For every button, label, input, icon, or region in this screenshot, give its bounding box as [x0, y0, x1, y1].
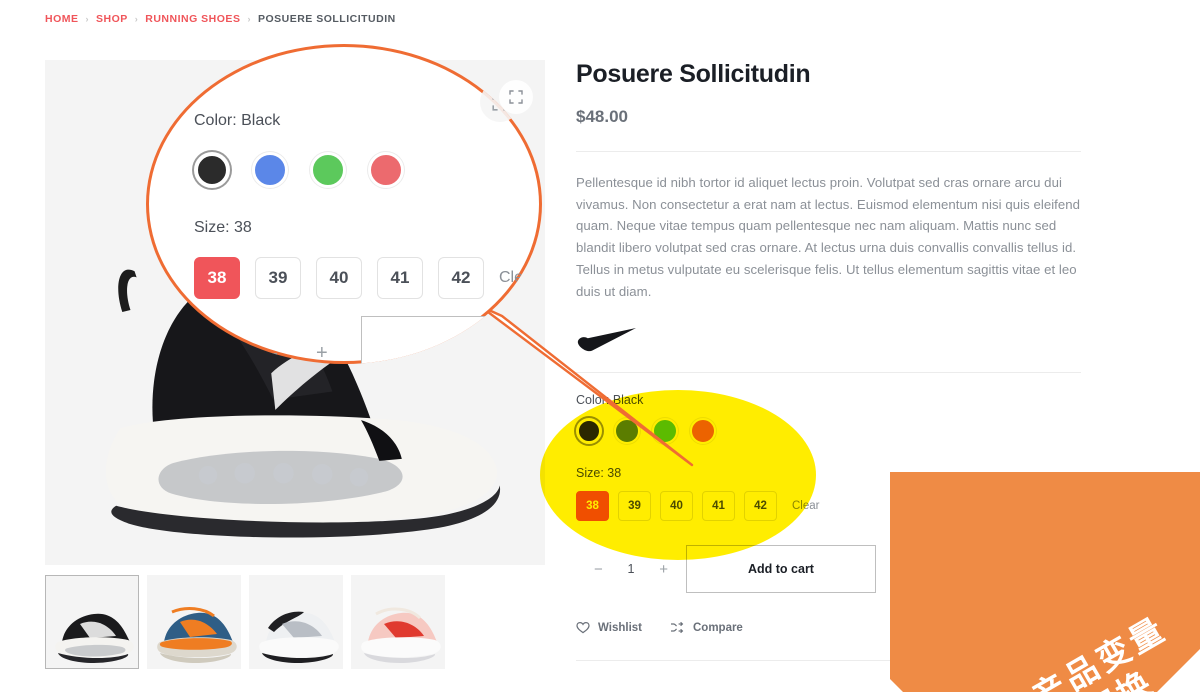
main-product-image[interactable] [45, 60, 545, 565]
add-to-cart-button[interactable]: Add to cart [686, 545, 876, 594]
quantity-increase-button[interactable]: + [659, 560, 668, 578]
thumbnail-strip [45, 575, 545, 669]
breadcrumb-separator-icon: › [85, 14, 89, 24]
thumbnail-white-grey-sneaker[interactable] [249, 575, 343, 669]
color-dot [614, 418, 640, 445]
brand-logo [576, 324, 1081, 358]
breadcrumb-item-running-shoes[interactable]: RUNNING SHOES [145, 13, 241, 25]
color-swatch-blue[interactable] [614, 418, 640, 445]
color-swatch-red[interactable] [690, 418, 716, 445]
expand-icon[interactable] [499, 80, 533, 114]
compare-label: Compare [692, 621, 743, 634]
page-title: Posuere Sollicitudin [576, 60, 811, 88]
breadcrumb-item-shop[interactable]: SHOP [96, 13, 128, 25]
product-gallery [45, 60, 545, 669]
color-swatches [576, 418, 1081, 445]
shuffle-icon [670, 622, 684, 634]
product-price: $48.00 [576, 106, 628, 126]
quantity-value[interactable]: 1 [627, 562, 635, 577]
breadcrumb-separator-icon: › [134, 14, 139, 24]
cart-row: − 1 + Add to cart [576, 545, 1081, 594]
divider [576, 372, 1081, 374]
color-dot [652, 418, 678, 445]
nike-swoosh-icon [577, 328, 636, 352]
breadcrumb-item-current: POSUERE SOLLICITUDIN [257, 13, 396, 25]
quantity-stepper[interactable]: − 1 + [576, 562, 686, 577]
breadcrumb-item-home[interactable]: HOME [45, 13, 79, 25]
product-meta-actions: Wishlist Compare [576, 621, 1081, 634]
breadcrumb-separator-icon: › [247, 14, 251, 24]
thumbnail-black-sneaker[interactable] [45, 575, 139, 669]
color-dot [690, 418, 716, 445]
compare-button[interactable]: Compare [670, 621, 743, 634]
quantity-decrease-button[interactable]: − [594, 560, 603, 578]
color-dot [576, 418, 602, 445]
size-button-39[interactable]: 39 [618, 491, 651, 522]
clear-selection-link[interactable]: Clear [792, 500, 820, 513]
color-swatch-black[interactable] [576, 418, 602, 445]
size-variation: Size: 38 38 39 40 41 42 Clear [576, 466, 1081, 522]
main-shoe-illustration [45, 60, 545, 565]
size-label: Size: 38 [576, 466, 622, 481]
wishlist-label: Wishlist [598, 621, 642, 634]
size-button-40[interactable]: 40 [660, 491, 693, 522]
color-swatch-green[interactable] [652, 418, 678, 445]
thumbnail-pink-red-sneaker[interactable] [351, 575, 445, 669]
breadcrumb: HOME › SHOP › RUNNING SHOES › POSUERE SO… [45, 13, 396, 25]
size-button-38[interactable]: 38 [576, 491, 609, 522]
product-details: Posuere Sollicitudin $48.00 Pellentesque… [576, 60, 1081, 662]
divider [576, 150, 1081, 152]
product-description: Pellentesque id nibh tortor id aliquet l… [576, 174, 1081, 299]
color-label: Color: Black [576, 393, 644, 408]
size-button-42[interactable]: 42 [744, 491, 777, 522]
wishlist-button[interactable]: Wishlist [576, 621, 642, 634]
color-variation: Color: Black [576, 393, 1081, 445]
thumbnail-blue-orange-sneaker[interactable] [147, 575, 241, 669]
heart-icon [576, 622, 590, 634]
size-button-41[interactable]: 41 [702, 491, 735, 522]
size-options: 38 39 40 41 42 Clear [576, 491, 1081, 522]
divider [576, 660, 1081, 662]
